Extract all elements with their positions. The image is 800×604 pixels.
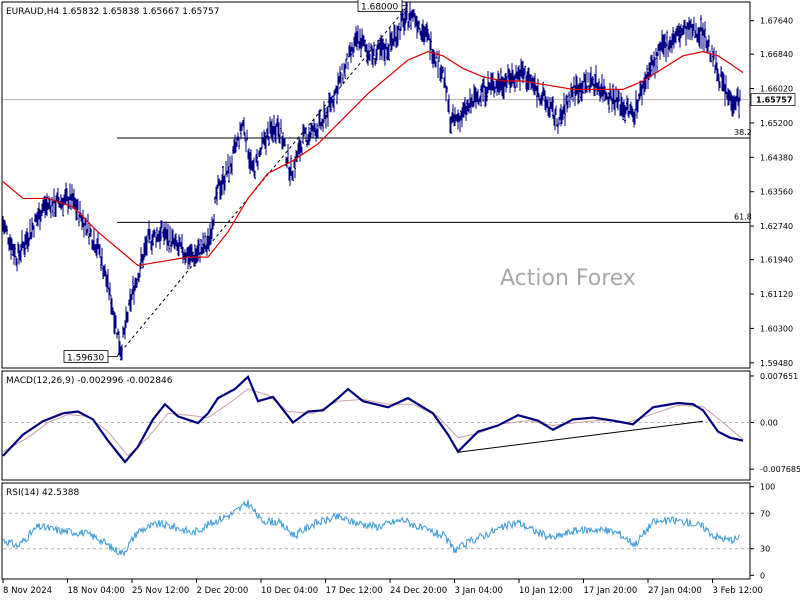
x-tick-label: 27 Jan 04:00 <box>648 586 702 596</box>
rsi-y-tick-label: 100 <box>760 483 775 492</box>
macd-panel-frame <box>1 370 751 481</box>
current-price-label: 1.65757 <box>756 96 792 105</box>
price-y-tick-label: 1.66840 <box>760 50 793 59</box>
x-tick-label: 8 Nov 2024 <box>3 586 52 596</box>
price-panel: 1.67640 1.66840 1.66020 1.65200 1.64380 1.635… <box>2 0 796 368</box>
price-y-tick-label: 1.63560 <box>760 188 793 197</box>
macd-y-tick-label: 0.007651 <box>760 372 798 381</box>
price-y-tick-label: 1.67640 <box>760 17 793 26</box>
rsi-title: RSI(14) 42.5388 <box>6 488 79 498</box>
macd-title: MACD(12,26,9) -0.002996 -0.002846 <box>6 376 173 386</box>
price-y-tick-label: 1.60300 <box>760 324 793 333</box>
swing-dashed-line <box>116 5 409 357</box>
rsi-y-tick-label: 30 <box>760 545 770 554</box>
x-tick-label: 10 Dec 04:00 <box>261 586 318 596</box>
x-tick-label: 24 Dec 20:00 <box>390 586 447 596</box>
rsi-y-tick-label: 0 <box>760 571 765 580</box>
rsi-panel: 100 70 30 0 <box>2 483 775 580</box>
fib-level-label: 38.2 <box>734 128 752 137</box>
x-tick-label: 3 Feb 12:00 <box>713 586 763 596</box>
macd-trendline <box>457 420 704 453</box>
x-tick-label: 3 Jan 04:00 <box>455 586 503 596</box>
rsi-line <box>2 499 741 558</box>
macd-panel: 0.007651 0.00 -0.007685 <box>2 372 800 474</box>
current-price-label-box <box>750 93 796 106</box>
price-y-tick-label: 1.61940 <box>760 256 793 265</box>
x-tick-label: 2 Dec 20:00 <box>197 586 249 596</box>
price-y-tick-label: 1.61120 <box>760 290 793 299</box>
fib-level-label: 61.8 <box>734 212 752 221</box>
x-tick-label: 18 Nov 04:00 <box>68 586 125 596</box>
x-tick-label: 17 Dec 12:00 <box>326 586 383 596</box>
macd-y-tick-label: 0.00 <box>760 418 778 427</box>
x-tick-label: 25 Nov 12:00 <box>132 586 189 596</box>
watermark: Action Forex <box>500 266 636 291</box>
x-tick-label: 10 Jan 12:00 <box>519 586 573 596</box>
x-tick-label: 17 Jan 20:00 <box>584 586 638 596</box>
swing-high-label: 1.68000 <box>361 3 398 13</box>
price-y-tick-label: 1.62740 <box>760 222 793 231</box>
macd-y-tick-label: -0.007685 <box>760 465 800 474</box>
macd-line <box>2 374 744 464</box>
price-y-tick-label: 1.65200 <box>760 119 793 128</box>
price-y-tick-label: 1.64380 <box>760 153 793 162</box>
price-y-tick-label: 1.59480 <box>760 359 793 368</box>
swing-low-label: 1.59630 <box>67 354 104 364</box>
rsi-panel-frame <box>1 482 751 580</box>
price-y-tick-label: 1.66020 <box>760 85 793 94</box>
symbol-info: EURAUD,H4 1.65832 1.65838 1.65667 1.6575… <box>6 7 220 17</box>
x-axis: 8 Nov 2024 18 Nov 04:00 25 Nov 12:00 2 Dec … <box>2 579 763 596</box>
moving-average-line <box>2 51 744 267</box>
rsi-y-tick-label: 70 <box>760 509 770 518</box>
